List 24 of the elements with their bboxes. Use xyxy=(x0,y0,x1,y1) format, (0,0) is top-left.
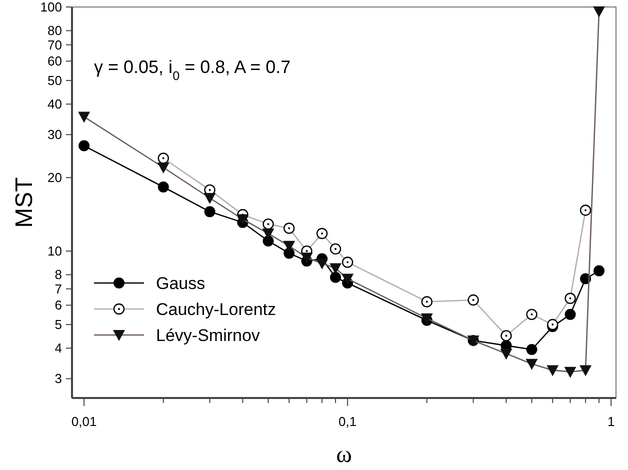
y-tick-label: 80 xyxy=(48,23,62,38)
y-tick-label: 20 xyxy=(48,170,62,186)
y-tick-label: 3 xyxy=(54,371,62,386)
legend-label: Gauss xyxy=(156,274,206,293)
y-tick-label: 8 xyxy=(54,267,62,282)
y-tick-label: 6 xyxy=(54,298,62,313)
x-tick-label: 1 xyxy=(607,414,615,429)
y-tick-label: 30 xyxy=(48,127,62,142)
y-tick-label: 100 xyxy=(40,0,62,14)
y-tick-label: 40 xyxy=(48,96,62,112)
x-tick-label: 0,1 xyxy=(338,414,357,429)
annotation: γ = 0.05, i$_{0}$ = 0.8, A = 0.7 xyxy=(94,57,291,83)
x-tick-label: 0,01 xyxy=(71,414,97,429)
x-axis-title: ω xyxy=(336,442,352,468)
y-tick-label: 70 xyxy=(48,37,62,52)
y-tick-label: 50 xyxy=(48,72,62,88)
y-tick-label: 5 xyxy=(54,317,62,332)
y-tick-label: 10 xyxy=(48,244,62,259)
y-axis-title: MST xyxy=(11,176,38,228)
y-tick-label: 60 xyxy=(48,54,62,69)
legend-label: Lévy-Smirnov xyxy=(156,326,260,345)
y-tick-label: 7 xyxy=(54,281,62,296)
y-tick-label: 4 xyxy=(54,340,62,356)
legend-label: Cauchy-Lorentz xyxy=(156,300,276,319)
